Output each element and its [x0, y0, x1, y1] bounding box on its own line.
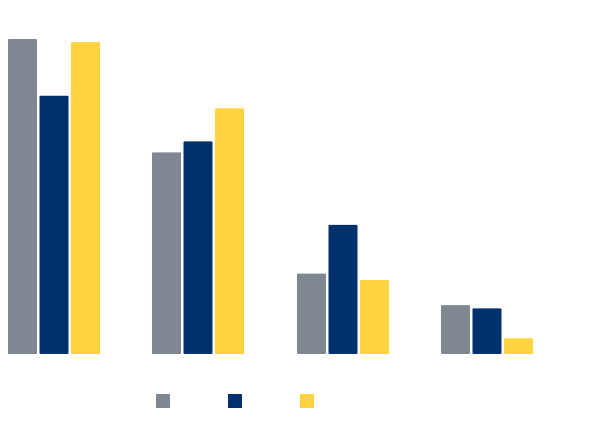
bars-layer: [8, 39, 533, 355]
bar-series1-category1: [8, 39, 37, 354]
legend-swatch-series1: [156, 394, 170, 408]
bar-series1-category3: [297, 273, 326, 354]
legend-swatch-series3: [300, 394, 314, 408]
legend-swatch-series2: [228, 394, 242, 408]
bar-series3-category2: [215, 108, 244, 354]
bar-series2-category4: [472, 308, 502, 354]
legend: [156, 394, 314, 408]
bar-series3-category4: [504, 338, 533, 354]
bar-series2-category3: [328, 224, 358, 354]
bar-series1-category4: [441, 305, 470, 354]
bar-series1-category2: [152, 152, 181, 354]
bar-series2-category2: [183, 141, 213, 354]
bar-series2-category1: [39, 95, 69, 354]
bar-series3-category1: [71, 42, 100, 355]
bar-series3-category3: [360, 279, 389, 354]
